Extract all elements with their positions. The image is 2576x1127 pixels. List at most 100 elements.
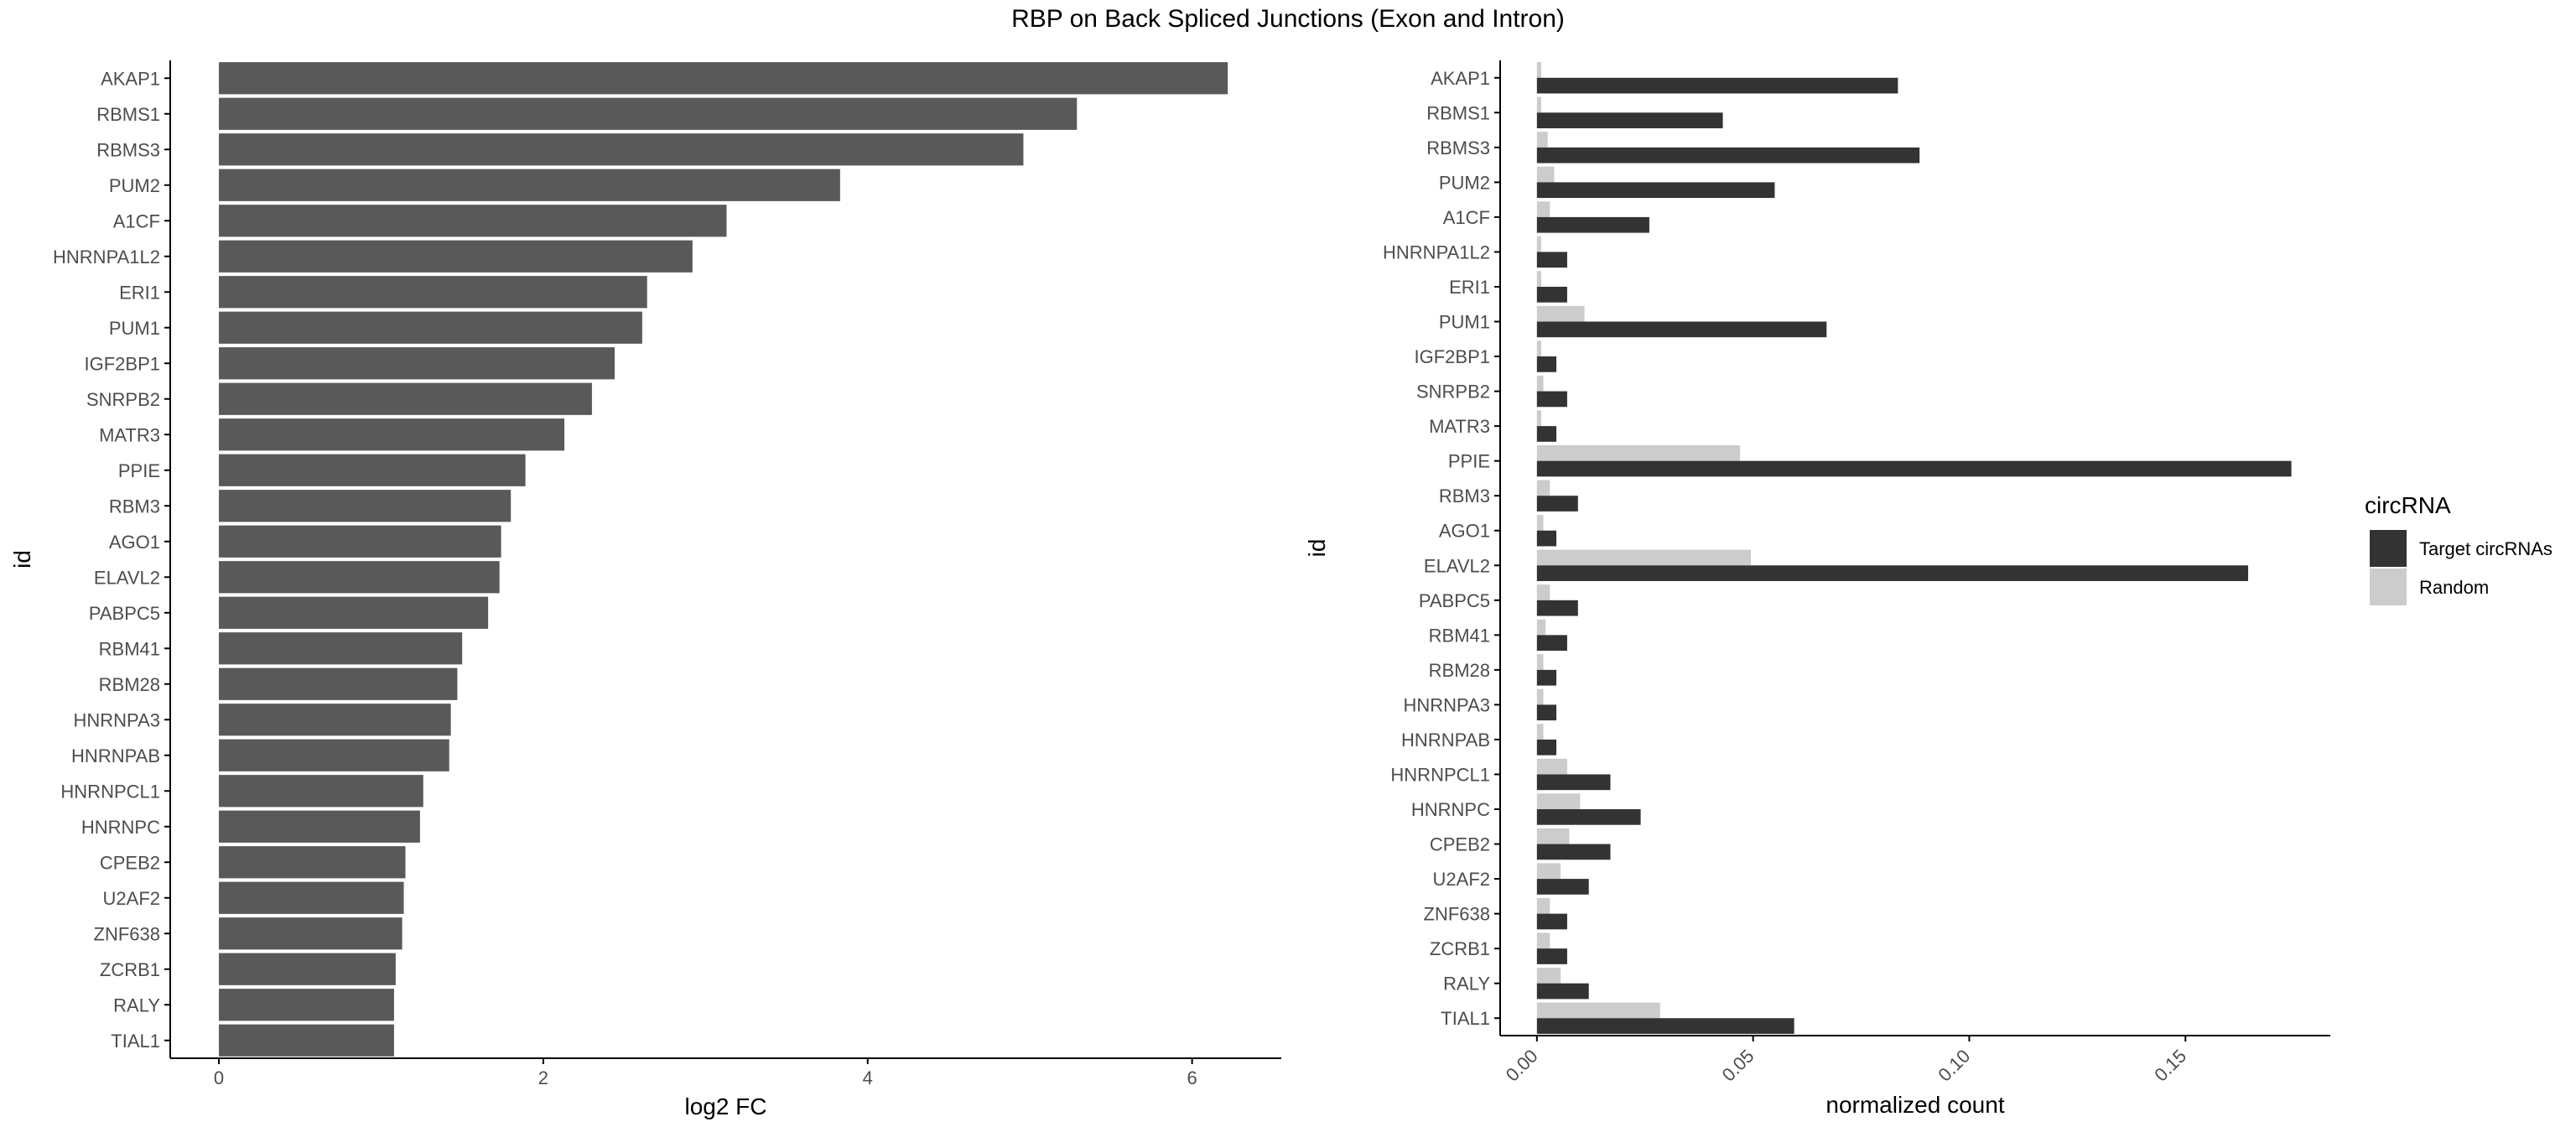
y-tick-label: PABPC5 bbox=[1419, 590, 1490, 611]
y-tick-label: AKAP1 bbox=[1431, 68, 1490, 89]
y-tick-label: HNRNPA1L2 bbox=[1383, 242, 1490, 262]
bar-random-cpeb2 bbox=[1536, 828, 1570, 844]
y-tick-label: RBMS1 bbox=[1426, 102, 1490, 123]
legend-title: circRNA bbox=[2365, 492, 2451, 518]
x-tick-label: 2 bbox=[538, 1067, 548, 1088]
bar-akap1 bbox=[219, 62, 1228, 95]
y-tick-label: PUM2 bbox=[1439, 172, 1490, 193]
bar-random-ppie bbox=[1536, 444, 1741, 461]
y-tick-label: RBM28 bbox=[1429, 660, 1490, 681]
y-tick-label: RBM41 bbox=[1429, 625, 1490, 646]
bar-eri1 bbox=[219, 276, 647, 309]
bar-target-tial1 bbox=[1536, 1018, 1794, 1034]
y-tick-label: TIAL1 bbox=[1441, 1008, 1490, 1029]
bar-random-rbms3 bbox=[1536, 132, 1548, 148]
bar-target-elavl2 bbox=[1536, 565, 2249, 581]
bar-target-rbms1 bbox=[1536, 112, 1723, 128]
bar-a1cf bbox=[219, 205, 727, 237]
bar-random-znf638 bbox=[1536, 897, 1550, 914]
bar-target-rbm41 bbox=[1536, 635, 1567, 652]
bar-pum1 bbox=[219, 311, 642, 344]
bar-target-matr3 bbox=[1536, 426, 1557, 442]
y-tick-label: ELAVL2 bbox=[1424, 555, 1490, 576]
x-tick-label: 6 bbox=[1187, 1067, 1197, 1088]
bar-random-akap1 bbox=[1536, 62, 1541, 78]
bar-random-rbm28 bbox=[1536, 654, 1544, 670]
bar-random-hnrnpcl1 bbox=[1536, 758, 1567, 775]
bar-pum2 bbox=[219, 169, 840, 201]
y-tick-label: HNRNPA3 bbox=[1403, 694, 1490, 715]
y-tick-label: MATR3 bbox=[99, 424, 160, 445]
y-tick-label: PUM1 bbox=[1439, 312, 1490, 333]
y-tick-label: PUM1 bbox=[109, 318, 160, 339]
log2fc-bar-chart: AKAP1 RBMS1 RBMS3 PUM2 A1CF HNRNPA1L2 ERI1 PUM1… bbox=[9, 60, 1281, 1119]
y-tick-label: HNRNPAB bbox=[1401, 730, 1490, 750]
y-tick-label: HNRNPAB bbox=[71, 745, 160, 766]
y-tick-label: AGO1 bbox=[1439, 521, 1490, 542]
y-tick-label: ZCRB1 bbox=[100, 959, 160, 980]
bar-znf638 bbox=[219, 917, 402, 950]
bar-random-hnrnpab bbox=[1536, 724, 1544, 740]
bar-random-rbm3 bbox=[1536, 480, 1550, 496]
bar-target-eri1 bbox=[1536, 286, 1567, 303]
y-tick-label: RBMS3 bbox=[1426, 138, 1490, 158]
y-axis-title: id bbox=[9, 550, 35, 569]
y-tick-label: CPEB2 bbox=[100, 852, 160, 873]
y-tick-label: AGO1 bbox=[109, 532, 160, 553]
y-tick-label: RBMS1 bbox=[96, 104, 160, 125]
bar-random-igf2bp1 bbox=[1536, 340, 1541, 357]
bar-target-snrpb2 bbox=[1536, 391, 1567, 408]
bar-random-tial1 bbox=[1536, 1002, 1660, 1019]
bar-hnrnpa1l2 bbox=[219, 240, 693, 273]
bar-target-rbms3 bbox=[1536, 147, 1920, 164]
y-tick-label: U2AF2 bbox=[1433, 869, 1490, 890]
y-tick-label: PPIE bbox=[118, 460, 160, 481]
bar-random-elavl2 bbox=[1536, 549, 1752, 566]
bar-target-pabpc5 bbox=[1536, 600, 1578, 616]
x-axis-title: normalized count bbox=[1826, 1092, 2004, 1118]
bar-cpeb2 bbox=[219, 846, 406, 879]
y-tick-label: U2AF2 bbox=[103, 888, 160, 909]
bar-target-a1cf bbox=[1536, 216, 1649, 233]
bar-hnrnpa3 bbox=[219, 704, 451, 736]
x-tick-label: 0.10 bbox=[1934, 1046, 1974, 1086]
x-axis-title: log2 FC bbox=[684, 1093, 766, 1119]
bar-target-raly bbox=[1536, 983, 1589, 1000]
y-tick-label: ZCRB1 bbox=[1430, 938, 1490, 959]
bar-random-hnrnpa1l2 bbox=[1536, 236, 1541, 252]
y-tick-label: ERI1 bbox=[1449, 277, 1490, 298]
bar-target-cpeb2 bbox=[1536, 844, 1611, 860]
x-tick-label: 0.15 bbox=[2150, 1046, 2190, 1086]
y-tick-label: RBM41 bbox=[99, 638, 160, 659]
y-tick-label: A1CF bbox=[113, 210, 160, 231]
bar-target-hnrnpcl1 bbox=[1536, 774, 1611, 791]
y-tick-label: RBM28 bbox=[99, 674, 160, 695]
x-tick-label: 4 bbox=[863, 1067, 873, 1088]
bar-raly bbox=[219, 989, 394, 1021]
bar-matr3 bbox=[219, 418, 565, 451]
bar-random-u2af2 bbox=[1536, 863, 1561, 880]
y-tick-label: ELAVL2 bbox=[94, 567, 160, 588]
y-tick-label: AKAP1 bbox=[101, 68, 160, 89]
y-tick-label: ZNF638 bbox=[1424, 904, 1490, 925]
bar-ppie bbox=[219, 454, 526, 486]
bar-snrpb2 bbox=[219, 382, 592, 415]
bar-hnrnpcl1 bbox=[219, 775, 423, 808]
figure-title: RBP on Back Spliced Junctions (Exon and … bbox=[1011, 5, 1565, 33]
y-tick-label: HNRNPCL1 bbox=[1390, 764, 1490, 785]
bar-random-raly bbox=[1536, 968, 1561, 984]
bar-random-eri1 bbox=[1536, 271, 1541, 287]
bar-hnrnpc bbox=[219, 810, 420, 843]
bar-target-znf638 bbox=[1536, 913, 1567, 930]
x-tick-label: 0 bbox=[214, 1067, 224, 1088]
x-tick-label: 0.00 bbox=[1502, 1046, 1542, 1086]
bar-random-rbms1 bbox=[1536, 96, 1541, 113]
y-tick-label: ERI1 bbox=[119, 282, 160, 303]
y-tick-label: HNRNPA1L2 bbox=[53, 247, 160, 267]
bar-random-hnrnpa3 bbox=[1536, 688, 1544, 705]
y-tick-label: HNRNPC bbox=[81, 817, 160, 838]
legend-swatch-random bbox=[2370, 569, 2407, 605]
y-tick-label: HNRNPC bbox=[1411, 799, 1490, 820]
y-tick-label: MATR3 bbox=[1429, 416, 1490, 437]
bar-target-u2af2 bbox=[1536, 879, 1589, 895]
